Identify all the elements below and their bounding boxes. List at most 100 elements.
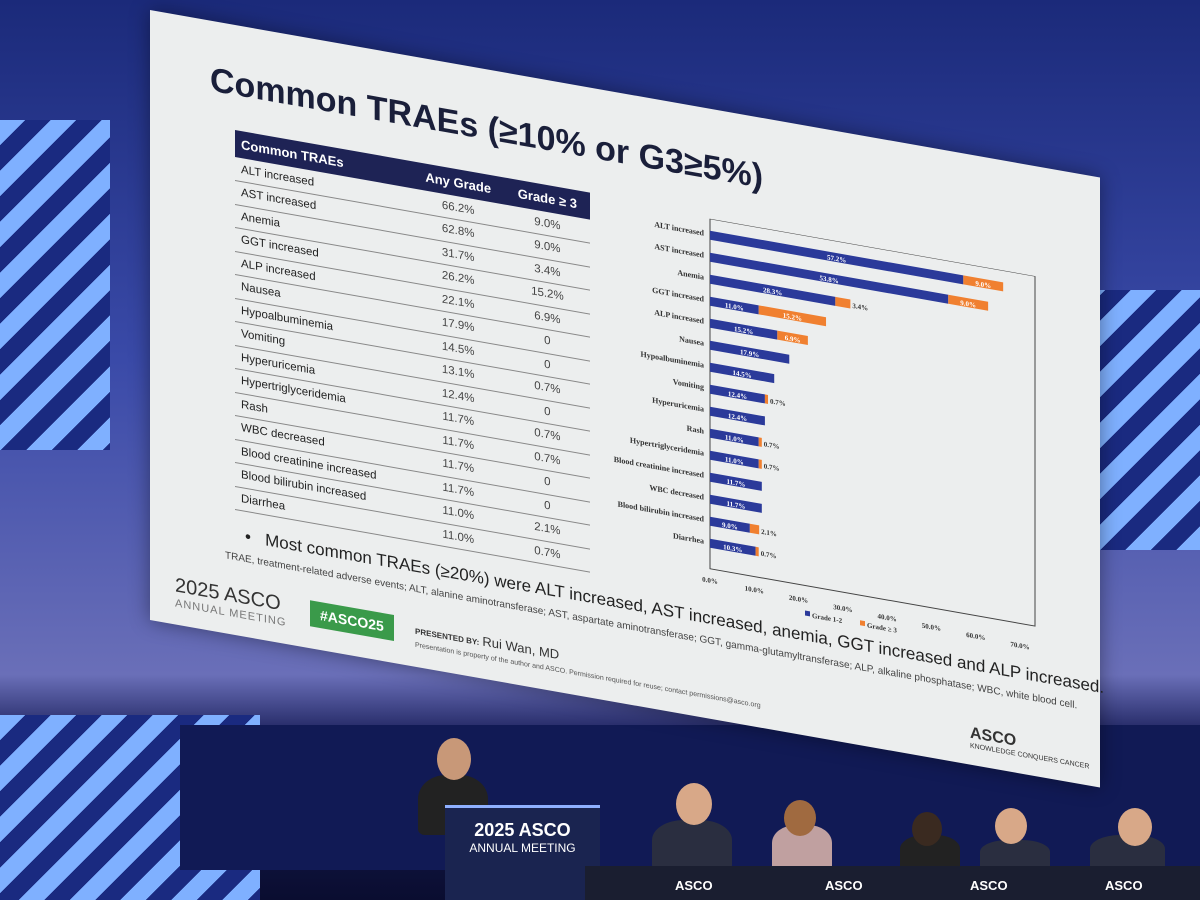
bar-segment [835,296,851,309]
asco-logo: ASCO KNOWLEDGE CONQUERS CANCER [970,725,1089,771]
category-label: Nausea [679,334,704,347]
panelist [652,820,732,870]
data-label: 14.5% [732,369,751,380]
legend-label: Grade 1-2 [812,612,843,625]
category-label: Hypertriglyceridemia [630,436,704,458]
data-label: 11.0% [725,301,744,312]
category-label: ALP increased [654,308,704,326]
bar-segment [764,394,769,404]
asco-meeting-logo: 2025 ASCO ANNUAL MEETING [175,574,286,629]
bar-segment [710,318,778,340]
category-label: ALT increased [654,220,704,238]
data-label: 0.7% [770,397,786,408]
trae-bar-chart: ALT increased 57.2% 9.0% AST increased 53.8%… [614,218,1036,652]
bar-segment [777,330,808,346]
data-label: 2.1% [761,528,777,539]
table-logo: ASCO [825,878,863,893]
panel-table: ASCO ASCO ASCO ASCO [585,866,1200,900]
table-logo: ASCO [970,878,1008,893]
panelist-head [676,783,712,825]
x-tick-label: 20.0% [789,594,808,605]
bar-segment [948,294,989,311]
panelist-head [784,800,816,836]
panelist-head [995,808,1027,844]
bar-segment [710,450,759,469]
bar-segment [758,459,762,469]
data-label: 9.0% [722,521,738,532]
panelist-head [912,812,942,846]
data-label: 0.7% [764,440,780,451]
stage-screen-right [1080,290,1200,550]
x-tick-label: 50.0% [922,622,941,633]
podium-sub: ANNUAL MEETING [469,841,576,855]
category-label: Vomiting [673,377,704,391]
bar-segment [749,523,760,535]
bar-segment [710,252,949,304]
data-label: 3.4% [852,302,868,313]
data-label: 12.4% [728,412,747,423]
presentation-slide: Common TRAEs (≥10% or G3≥5%) Common TRAE… [150,10,1104,788]
legend-swatch [805,610,810,617]
bar-segment [710,230,964,285]
data-label: 9.0% [960,299,976,310]
bar-segment [710,516,750,533]
data-label: 11.7% [726,500,745,511]
bar-segment [758,437,762,447]
data-label: 11.7% [726,478,745,489]
x-tick-label: 0.0% [702,575,718,586]
bar-segment [710,384,765,404]
category-label: Hyperuricemia [652,396,704,414]
podium-year: 2025 ASCO [474,820,571,840]
category-label: WBC decreased [649,483,704,502]
bar-segment [710,494,762,513]
x-tick-label: 10.0% [745,584,764,595]
hashtag-badge: #ASCO25 [310,600,394,641]
panelist [980,840,1050,870]
stage-screen-left [0,120,110,450]
x-tick-label: 60.0% [966,631,985,642]
x-tick-label: 70.0% [1010,640,1029,651]
table-logo: ASCO [675,878,713,893]
bar-segment [710,296,759,315]
x-tick-label: 30.0% [833,603,852,614]
data-label: 11.0% [725,433,744,444]
asco-tagline: KNOWLEDGE CONQUERS CANCER [970,742,1090,771]
category-label: AST increased [654,242,704,260]
bar-segment [710,472,762,491]
bar-segment [710,340,790,364]
podium: 2025 ASCO ANNUAL MEETING [445,805,600,900]
data-label: 28.3% [763,286,782,297]
data-label: 0.7% [764,462,780,473]
panelist-head [1118,808,1152,846]
category-label: Hypoalbuminemia [641,350,704,370]
category-label: Anemia [677,268,704,282]
category-label: GGT increased [652,286,704,304]
bar-segment [963,275,1004,292]
bar-segment [710,406,765,426]
data-label: 11.0% [725,455,744,466]
data-label: 10.3% [723,543,742,554]
data-label: 15.2% [783,312,802,323]
category-label: Blood creatinine increased [614,455,705,480]
category-label: Rash [687,424,705,436]
bar-segment [710,274,836,306]
data-label: 12.4% [728,390,747,401]
table-logo: ASCO [1105,878,1143,893]
trae-table: Common TRAEs Any Grade Grade ≥ 3 ALT increa… [235,129,590,573]
x-tick-label: 40.0% [878,612,897,623]
bar-segment [755,546,759,557]
legend-label: Grade ≥ 3 [867,621,897,634]
bar-segment [710,538,756,556]
bar-segment [758,305,827,327]
data-label: 57.2% [827,253,846,264]
data-label: 53.8% [820,274,839,285]
category-label: Diarrhea [673,531,704,545]
bar-segment [710,362,775,384]
data-label: 17.9% [740,348,759,359]
data-label: 6.9% [785,334,801,345]
data-label: 0.7% [761,550,777,561]
category-label: Blood bilirubin increased [618,500,705,524]
data-label: 15.2% [734,325,753,336]
bar-segment [710,428,759,447]
legend-swatch [860,620,865,627]
